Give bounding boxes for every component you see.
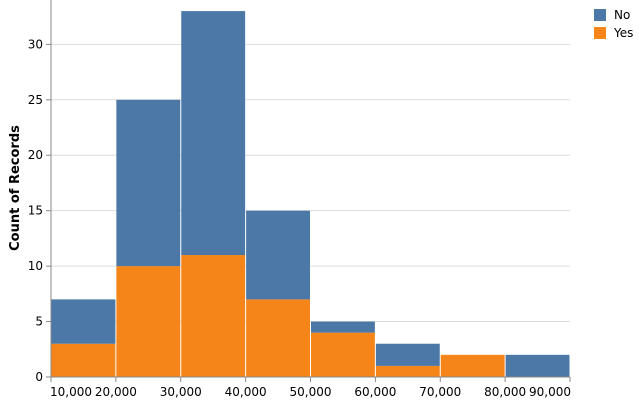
x-tick-label: 90,000 — [529, 385, 571, 399]
x-tick-label: 80,000 — [484, 385, 526, 399]
y-tick-label: 0 — [35, 370, 43, 384]
x-tick-label: 30,000 — [160, 385, 202, 399]
bar-yes-bin-1 — [51, 343, 116, 377]
x-tick-label: 10,000 — [50, 385, 92, 399]
bar-no-bin-6 — [375, 343, 440, 366]
bar-yes-bin-4 — [246, 299, 310, 377]
y-tick-label: 20 — [28, 148, 43, 162]
bar-no-bin-1 — [51, 299, 116, 344]
y-tick-label: 25 — [28, 93, 43, 107]
bar-yes-bin-7 — [440, 354, 505, 377]
bar-no-bin-8 — [505, 354, 570, 377]
bar-no-bin-4 — [246, 210, 310, 300]
y-tick-label: 15 — [28, 204, 43, 218]
bar-yes-bin-2 — [116, 266, 181, 377]
y-tick-label: 30 — [28, 37, 43, 51]
legend-label-yes: Yes — [613, 26, 633, 40]
axes: 0 5 10 15 20 25 30 10,000 20,000 30,000 40,000 50,0… — [28, 0, 571, 399]
y-tick-label: 5 — [35, 315, 43, 329]
legend: No Yes — [594, 8, 633, 40]
bar-no-bin-3 — [181, 11, 246, 256]
y-axis-label: Count of Records — [8, 125, 23, 251]
bar-no-bin-5 — [311, 321, 375, 333]
bars — [51, 11, 570, 377]
x-tick-label: 50,000 — [290, 385, 332, 399]
x-tick-label: 60,000 — [354, 385, 396, 399]
x-tick-label: 20,000 — [95, 385, 137, 399]
x-tick-label: 40,000 — [225, 385, 267, 399]
bar-yes-bin-3 — [181, 255, 246, 377]
legend-swatch-no — [594, 9, 606, 21]
x-tick-label: 70,000 — [419, 385, 461, 399]
legend-label-no: No — [614, 8, 630, 22]
bar-yes-bin-5 — [311, 332, 375, 377]
y-tick-label: 10 — [28, 259, 43, 273]
bar-yes-bin-6 — [375, 365, 440, 377]
bar-no-bin-2 — [116, 99, 181, 267]
legend-swatch-yes — [594, 27, 606, 39]
